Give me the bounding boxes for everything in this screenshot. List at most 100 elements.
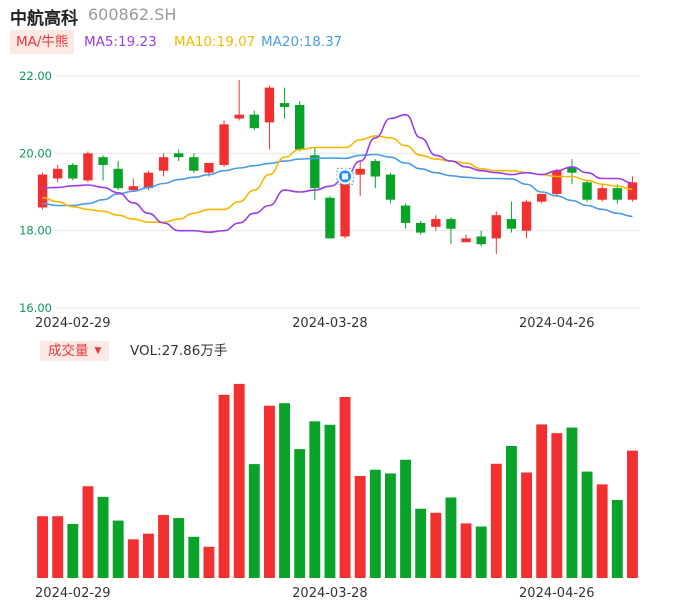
candle-body: [355, 168, 365, 175]
candle-body: [173, 153, 184, 158]
candle-body: [612, 188, 623, 200]
stock-code: 600862.SH: [88, 5, 177, 24]
candle-body: [340, 180, 350, 237]
candle-body: [582, 182, 592, 200]
volume-bar: [142, 533, 154, 578]
y-tick-label: 22.00: [19, 69, 52, 83]
volume-bar: [369, 469, 381, 578]
candle-body: [98, 157, 108, 165]
volume-x-tick-label: 2024-02-29: [35, 586, 111, 601]
candle-body: [249, 114, 260, 129]
candle-body: [264, 87, 275, 123]
volume-bar: [218, 394, 230, 578]
candle-body: [234, 114, 244, 119]
crosshair-marker: [336, 167, 354, 185]
ma5-legend: MA5:19.23: [84, 34, 157, 50]
volume-bar: [279, 403, 291, 578]
candle-body: [158, 157, 169, 171]
candle-body: [83, 153, 93, 181]
volume-bar: [233, 383, 245, 578]
candle-body: [446, 219, 456, 229]
ma5-line: [42, 113, 633, 234]
volume-bar: [52, 516, 64, 578]
volume-selector-label: 成交量: [48, 343, 89, 359]
y-tick-label: 20.00: [19, 146, 52, 160]
volume-bar: [460, 523, 472, 578]
candle-body: [52, 168, 63, 179]
candle-body: [128, 186, 139, 191]
x-tick-label: 2024-04-26: [519, 316, 595, 331]
volume-bar: [112, 520, 124, 578]
volume-bar: [354, 475, 366, 578]
y-tick-label: 16.00: [19, 301, 52, 315]
volume-bar: [37, 516, 49, 578]
y-tick-label: 18.00: [19, 224, 52, 238]
candle-body: [552, 170, 562, 194]
volume-bar: [596, 484, 608, 578]
ma-bull-bear-tab[interactable]: MA/牛熊: [10, 30, 75, 54]
candle-body: [476, 236, 486, 245]
volume-bar: [127, 539, 139, 578]
volume-bar: [309, 421, 321, 578]
stock-name: 中航高科: [10, 9, 78, 29]
volume-bar: [566, 427, 578, 578]
moving-averages: [42, 113, 633, 234]
volume-bar: [294, 449, 306, 578]
candle-body: [567, 166, 577, 173]
volume-bar: [475, 526, 487, 578]
volume-bar: [626, 450, 638, 578]
volume-value: VOL:27.86万手: [130, 343, 228, 359]
ma20-legend: MA20:18.37: [261, 34, 343, 50]
volume-bar: [173, 518, 185, 578]
volume-bar: [581, 471, 593, 578]
volume-bar: [263, 405, 275, 578]
candle-body: [506, 219, 517, 229]
volume-bar: [324, 424, 336, 578]
candle-body: [370, 161, 381, 177]
volume-bar: [490, 463, 502, 578]
volume-x-tick-label: 2024-04-26: [519, 586, 595, 601]
candle-body: [189, 157, 199, 171]
volume-bar: [521, 472, 533, 578]
volume-bar: [97, 496, 109, 578]
chevron-down-icon: ▼: [94, 346, 102, 356]
candlesticks: [37, 79, 638, 254]
candle-body: [521, 201, 532, 231]
candle-body: [461, 238, 471, 243]
volume-bar: [611, 499, 623, 578]
ma10-legend: MA10:19.07: [174, 34, 256, 50]
candle-body: [431, 219, 441, 227]
candle-body: [415, 222, 426, 233]
volume-bar: [505, 445, 517, 578]
volume-bar: [203, 546, 215, 578]
volume-date-axis: 2024-02-29 2024-03-28 2024-04-26: [35, 586, 595, 601]
volume-bar: [248, 464, 260, 578]
date-axis: 2024-02-29 2024-03-28 2024-04-26: [35, 316, 595, 331]
volume-bar: [339, 396, 351, 578]
candle-body: [68, 164, 78, 179]
candle-body: [37, 174, 48, 208]
candle-body: [113, 168, 123, 189]
candle-body: [325, 197, 335, 239]
candle-body: [219, 124, 229, 165]
volume-bar: [67, 524, 79, 578]
candle-body: [204, 163, 214, 173]
volume-bar: [384, 473, 396, 578]
volume-bar: [400, 459, 412, 578]
volume-bar: [445, 497, 457, 578]
volume-bars: [37, 383, 638, 578]
candle-body: [491, 215, 502, 239]
volume-bar: [430, 512, 442, 578]
candle-body: [627, 182, 638, 200]
price-axis: 22.00 20.00 18.00 16.00: [19, 69, 52, 315]
x-tick-label: 2024-02-29: [35, 316, 111, 331]
volume-bar: [415, 508, 427, 578]
volume-bar: [536, 424, 548, 578]
candle-body: [400, 205, 411, 223]
candle-body: [310, 155, 320, 189]
candle-body: [294, 105, 305, 150]
volume-selector[interactable]: 成交量 ▼: [40, 341, 110, 361]
candle-body: [597, 188, 607, 200]
x-tick-label: 2024-03-28: [292, 316, 368, 331]
